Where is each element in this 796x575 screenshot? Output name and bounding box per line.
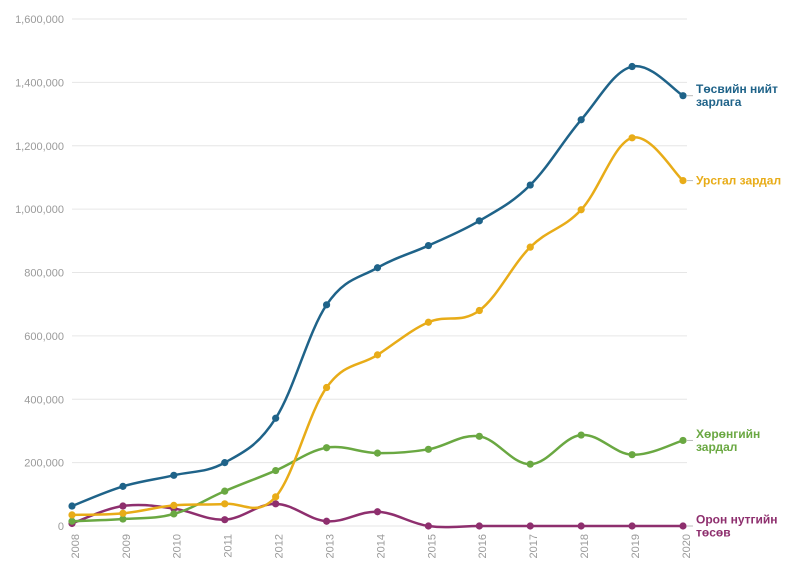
x-tick-label: 2014	[375, 534, 387, 558]
y-tick-label: 600,000	[24, 331, 64, 343]
data-point-total[interactable]	[272, 414, 280, 422]
data-point-total[interactable]	[221, 459, 229, 467]
series-current	[68, 134, 687, 519]
y-tick-label: 1,400,000	[15, 77, 64, 89]
data-point-total[interactable]	[322, 301, 331, 309]
data-point-total[interactable]	[628, 62, 636, 71]
data-point-total[interactable]	[170, 471, 178, 479]
data-point-capital[interactable]	[373, 449, 382, 457]
data-point-local[interactable]	[475, 522, 483, 530]
y-tick-label: 1,200,000	[15, 141, 64, 153]
x-tick-label: 2012	[274, 534, 286, 558]
data-point-capital[interactable]	[679, 436, 687, 445]
y-tick-label: 200,000	[24, 458, 64, 470]
data-point-current[interactable]	[322, 383, 331, 392]
series-labels: Орон нутгийн төсөв Хөрөнгийн зардал Урсгал з…	[687, 82, 781, 540]
data-point-local[interactable]	[628, 522, 636, 530]
y-tick-label: 800,000	[24, 268, 64, 280]
data-point-local[interactable]	[119, 502, 127, 510]
y-tick-label: 400,000	[24, 394, 64, 406]
series-label-total: Төсвийн нийт зарлага	[696, 82, 778, 109]
series-line-total	[71, 64, 684, 508]
x-tick-label: 2008	[70, 534, 82, 558]
x-tick-label: 2015	[426, 534, 438, 558]
series-capital	[68, 431, 687, 525]
data-point-capital[interactable]	[475, 432, 483, 440]
data-point-capital[interactable]	[68, 517, 76, 525]
data-point-capital[interactable]	[119, 515, 127, 523]
data-point-total[interactable]	[679, 92, 687, 100]
series-lines	[68, 62, 687, 530]
data-point-current[interactable]	[424, 318, 433, 326]
data-point-capital[interactable]	[170, 510, 178, 518]
data-point-current[interactable]	[475, 306, 483, 315]
series-line-current	[71, 136, 684, 517]
data-point-current[interactable]	[119, 509, 127, 517]
x-tick-label: 2011	[223, 534, 235, 558]
data-point-local[interactable]	[221, 516, 229, 524]
data-point-total[interactable]	[475, 217, 483, 225]
data-point-total[interactable]	[68, 502, 76, 510]
data-point-local[interactable]	[272, 500, 280, 508]
data-point-current[interactable]	[628, 134, 636, 142]
data-point-total[interactable]	[373, 264, 382, 272]
series-label-capital: Хөрөнгийн зардал	[696, 427, 760, 454]
x-tick-label: 2018	[579, 534, 591, 558]
y-axis-ticks: 0 200,000 400,000 600,000 800,000 1,000,000 1,…	[15, 14, 64, 533]
data-point-capital[interactable]	[628, 451, 636, 459]
data-point-total[interactable]	[424, 241, 433, 250]
data-point-current[interactable]	[526, 243, 534, 251]
data-point-total[interactable]	[119, 482, 127, 490]
data-point-current[interactable]	[221, 500, 229, 508]
series-total	[68, 62, 687, 510]
data-point-total[interactable]	[526, 181, 534, 189]
data-point-current[interactable]	[679, 177, 687, 185]
data-point-capital[interactable]	[221, 487, 229, 495]
x-tick-label: 2009	[121, 534, 133, 558]
data-point-total[interactable]	[577, 116, 585, 124]
data-point-current[interactable]	[170, 501, 178, 510]
x-tick-label: 2017	[528, 534, 540, 558]
gridlines	[72, 18, 687, 527]
data-point-capital[interactable]	[577, 431, 585, 439]
y-tick-label: 1,000,000	[15, 204, 64, 216]
data-point-current[interactable]	[68, 511, 76, 519]
series-label-current: Урсгал зардал	[696, 174, 781, 188]
data-point-capital[interactable]	[322, 444, 331, 452]
data-point-current[interactable]	[577, 206, 585, 214]
y-tick-label: 0	[58, 521, 64, 533]
data-point-local[interactable]	[373, 508, 382, 516]
data-point-current[interactable]	[272, 493, 280, 501]
x-axis-ticks: 2008 2009 2010 2011 2012 2013 2014 2015 2016 2017…	[70, 534, 693, 558]
x-tick-label: 2019	[630, 534, 642, 558]
x-tick-label: 2020	[681, 534, 693, 558]
data-point-capital[interactable]	[526, 460, 534, 468]
x-tick-label: 2010	[172, 534, 184, 558]
data-point-capital[interactable]	[272, 466, 280, 475]
data-point-local[interactable]	[322, 517, 331, 525]
data-point-local[interactable]	[424, 522, 433, 530]
y-tick-label: 1,600,000	[15, 14, 64, 26]
data-point-local[interactable]	[526, 522, 534, 530]
x-tick-label: 2013	[324, 534, 336, 558]
series-local	[68, 500, 687, 530]
data-point-capital[interactable]	[424, 445, 433, 453]
x-tick-label: 2016	[477, 534, 489, 558]
data-point-local[interactable]	[679, 522, 687, 530]
data-point-current[interactable]	[373, 351, 382, 359]
series-label-local: Орон нутгийн төсөв	[696, 513, 778, 540]
data-point-local[interactable]	[577, 522, 585, 530]
